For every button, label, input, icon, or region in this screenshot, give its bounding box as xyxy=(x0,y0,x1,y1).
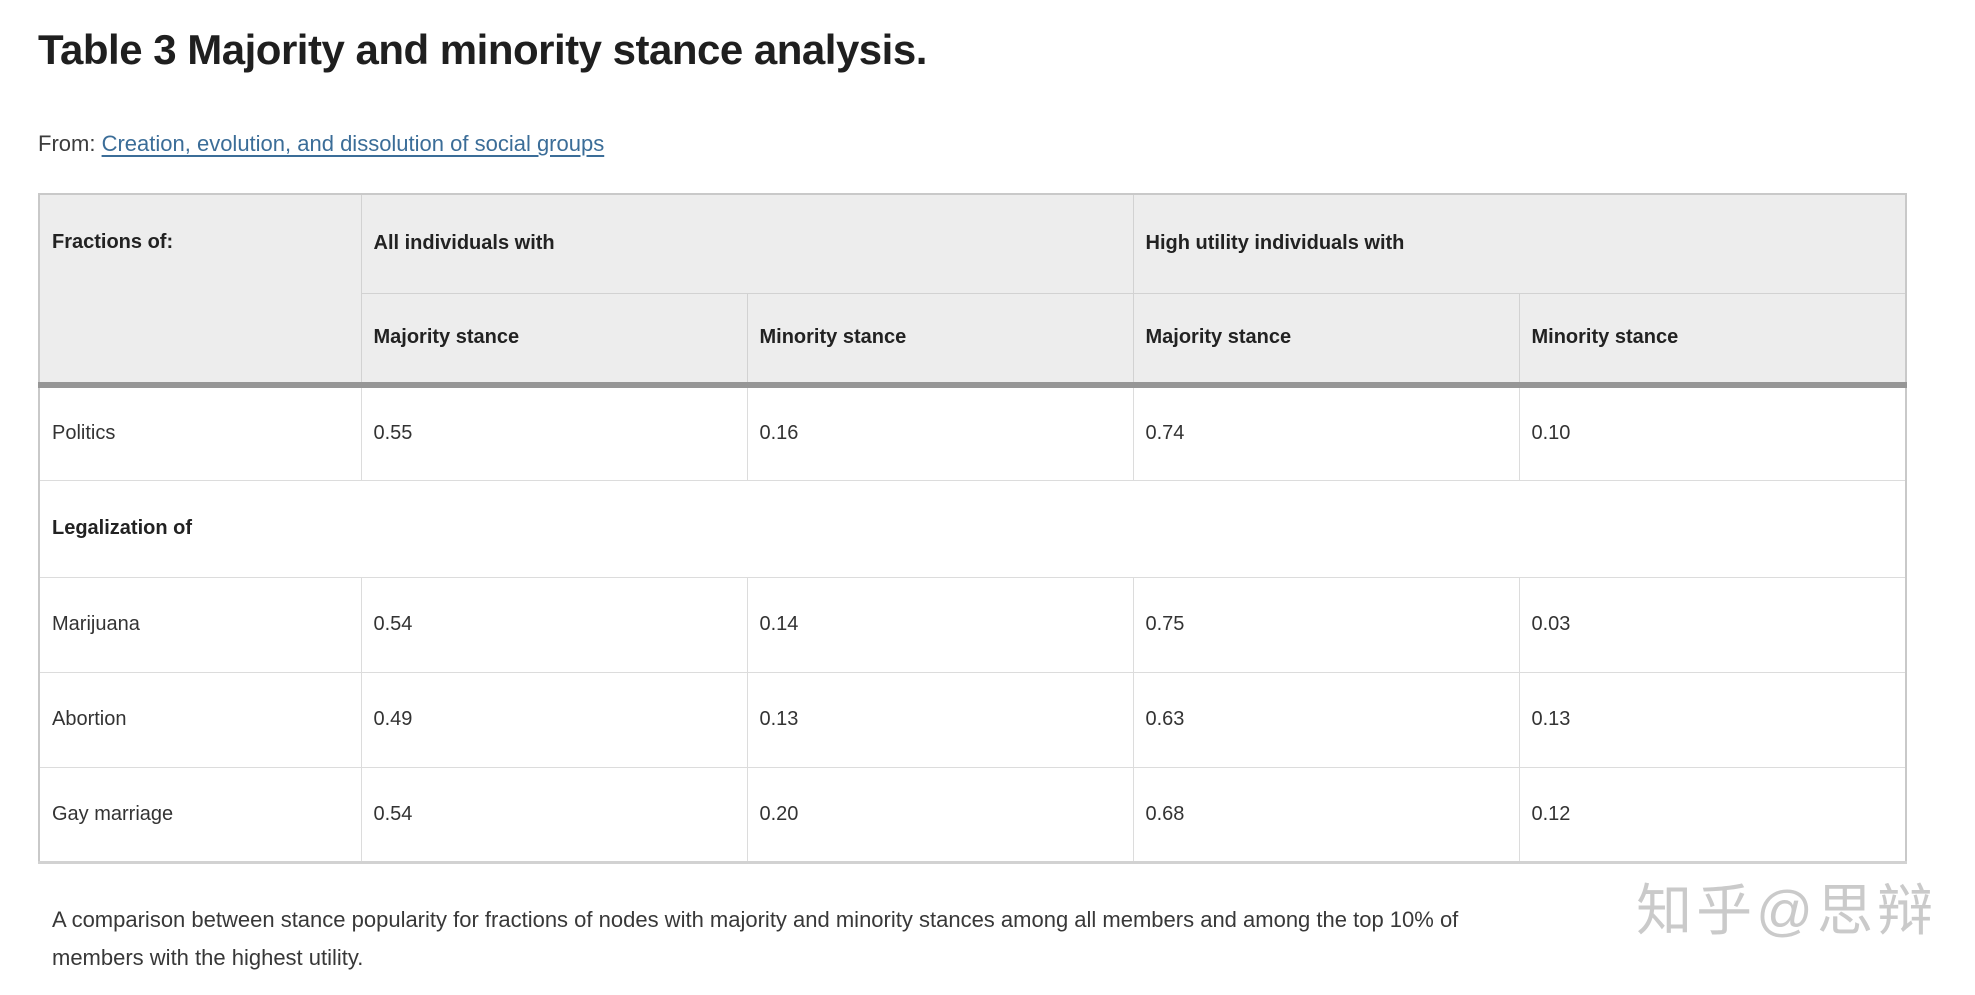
value-cell: 0.74 xyxy=(1132,382,1520,481)
table-row-abortion: Abortion 0.49 0.13 0.63 0.13 xyxy=(38,671,1907,768)
value-cell: 0.13 xyxy=(746,671,1134,768)
value-cell: 0.10 xyxy=(1518,382,1907,481)
from-label: From: xyxy=(38,131,96,156)
value-cell: 0.54 xyxy=(360,576,748,673)
from-line: From: Creation, evolution, and dissoluti… xyxy=(38,131,604,157)
sub-header-majority-all: Majority stance xyxy=(360,292,748,388)
sub-header-minority-all: Minority stance xyxy=(746,292,1134,388)
row-label-cell: Marijuana xyxy=(38,576,362,673)
value-cell: 0.14 xyxy=(746,576,1134,673)
group-header-all-individuals: All individuals with xyxy=(360,193,1134,294)
table-row-gay-marriage: Gay marriage 0.54 0.20 0.68 0.12 xyxy=(38,766,1907,863)
table-header: Fractions of: All individuals with High … xyxy=(38,193,1907,388)
section-label-cell: Legalization of xyxy=(38,479,1907,578)
value-cell: 0.54 xyxy=(360,766,748,863)
table-caption-line1: A comparison between stance popularity f… xyxy=(52,907,1459,932)
value-cell: 0.12 xyxy=(1518,766,1907,863)
value-cell: 0.55 xyxy=(360,382,748,481)
value-cell: 0.49 xyxy=(360,671,748,768)
value-cell: 0.13 xyxy=(1518,671,1907,768)
value-cell: 0.20 xyxy=(746,766,1134,863)
value-cell: 0.16 xyxy=(746,382,1134,481)
value-cell: 0.63 xyxy=(1132,671,1520,768)
table-caption: A comparison between stance popularity f… xyxy=(52,901,1872,977)
value-cell: 0.68 xyxy=(1132,766,1520,863)
value-cell: 0.03 xyxy=(1518,576,1907,673)
value-cell: 0.75 xyxy=(1132,576,1520,673)
table-caption-line2: members with the highest utility. xyxy=(52,945,364,970)
row-label-cell: Abortion xyxy=(38,671,362,768)
page-title: Table 3 Majority and minority stance ana… xyxy=(38,26,927,73)
table-row-legalization-section: Legalization of xyxy=(38,479,1907,578)
sub-header-row: Majority stance Minority stance Majority… xyxy=(39,292,1907,388)
article-link[interactable]: Creation, evolution, and dissolution of … xyxy=(101,131,605,156)
row-label-cell: Gay marriage xyxy=(38,766,362,863)
stance-analysis-table: Fractions of: All individuals with High … xyxy=(38,193,1908,864)
sub-header-majority-high: Majority stance xyxy=(1132,292,1520,388)
table-body: Politics 0.55 0.16 0.74 0.10 Legalizatio… xyxy=(38,382,1907,863)
table-row-politics: Politics 0.55 0.16 0.74 0.10 xyxy=(38,382,1907,481)
sub-header-minority-high: Minority stance xyxy=(1518,292,1907,388)
corner-header-cell: Fractions of: xyxy=(38,193,362,386)
group-header-high-utility: High utility individuals with xyxy=(1132,193,1907,294)
table-row-marijuana: Marijuana 0.54 0.14 0.75 0.03 xyxy=(38,576,1907,673)
row-label-cell: Politics xyxy=(38,382,362,481)
group-header-row: Fractions of: All individuals with High … xyxy=(38,193,1907,386)
